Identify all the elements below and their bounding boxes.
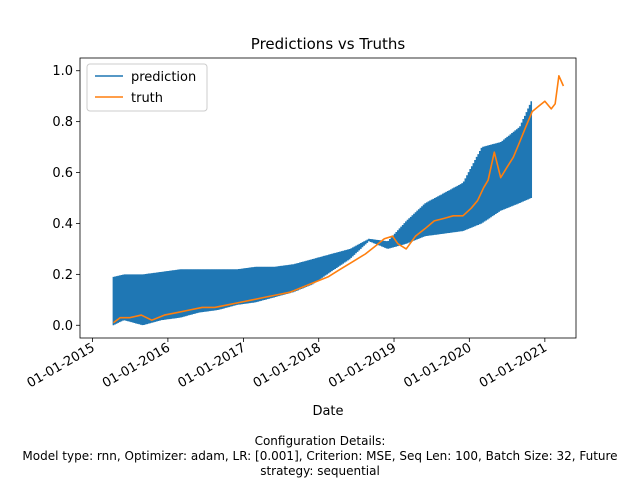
plot-area: [112, 75, 565, 326]
legend-label-prediction: prediction: [131, 70, 196, 85]
axes-frame: [79, 57, 577, 339]
x-tick-label: 01-01-2020: [401, 340, 474, 391]
caption-line-1: Model type: rnn, Optimizer: adam, LR: [0…: [22, 449, 618, 463]
caption-heading: Configuration Details:: [254, 434, 386, 448]
x-tick-label: 01-01-2016: [100, 340, 173, 391]
prediction-line: [112, 101, 533, 326]
y-tick-label: 1.0: [52, 64, 73, 79]
series-truth: [112, 75, 565, 324]
chart-title: Predictions vs Truths: [251, 35, 406, 53]
x-tick-label: 01-01-2019: [326, 340, 399, 391]
y-axis: 0.0 0.2 0.4 0.6 0.8 1.0: [52, 64, 80, 334]
y-tick-label: 0.8: [52, 115, 73, 130]
y-tick-label: 0.0: [52, 319, 73, 334]
x-axis: 01-01-2015 01-01-2016 01-01-2017 01-01-2018…: [25, 338, 550, 391]
y-tick-label: 0.6: [52, 166, 73, 181]
legend-label-truth: truth: [131, 91, 163, 106]
legend: prediction truth: [86, 63, 208, 112]
x-axis-label: Date: [312, 404, 343, 419]
series-prediction: [112, 101, 533, 326]
x-tick-label: 01-01-2015: [25, 340, 98, 391]
configuration-caption: Configuration Details: Model type: rnn, …: [0, 434, 640, 479]
y-tick-label: 0.2: [52, 268, 73, 283]
caption-line-2: strategy: sequential: [260, 464, 380, 478]
truth-line: [112, 75, 565, 324]
x-tick-label: 01-01-2017: [175, 340, 248, 391]
y-tick-label: 0.4: [52, 217, 73, 232]
x-tick-label: 01-01-2018: [251, 340, 324, 391]
x-tick-label: 01-01-2021: [477, 340, 550, 391]
